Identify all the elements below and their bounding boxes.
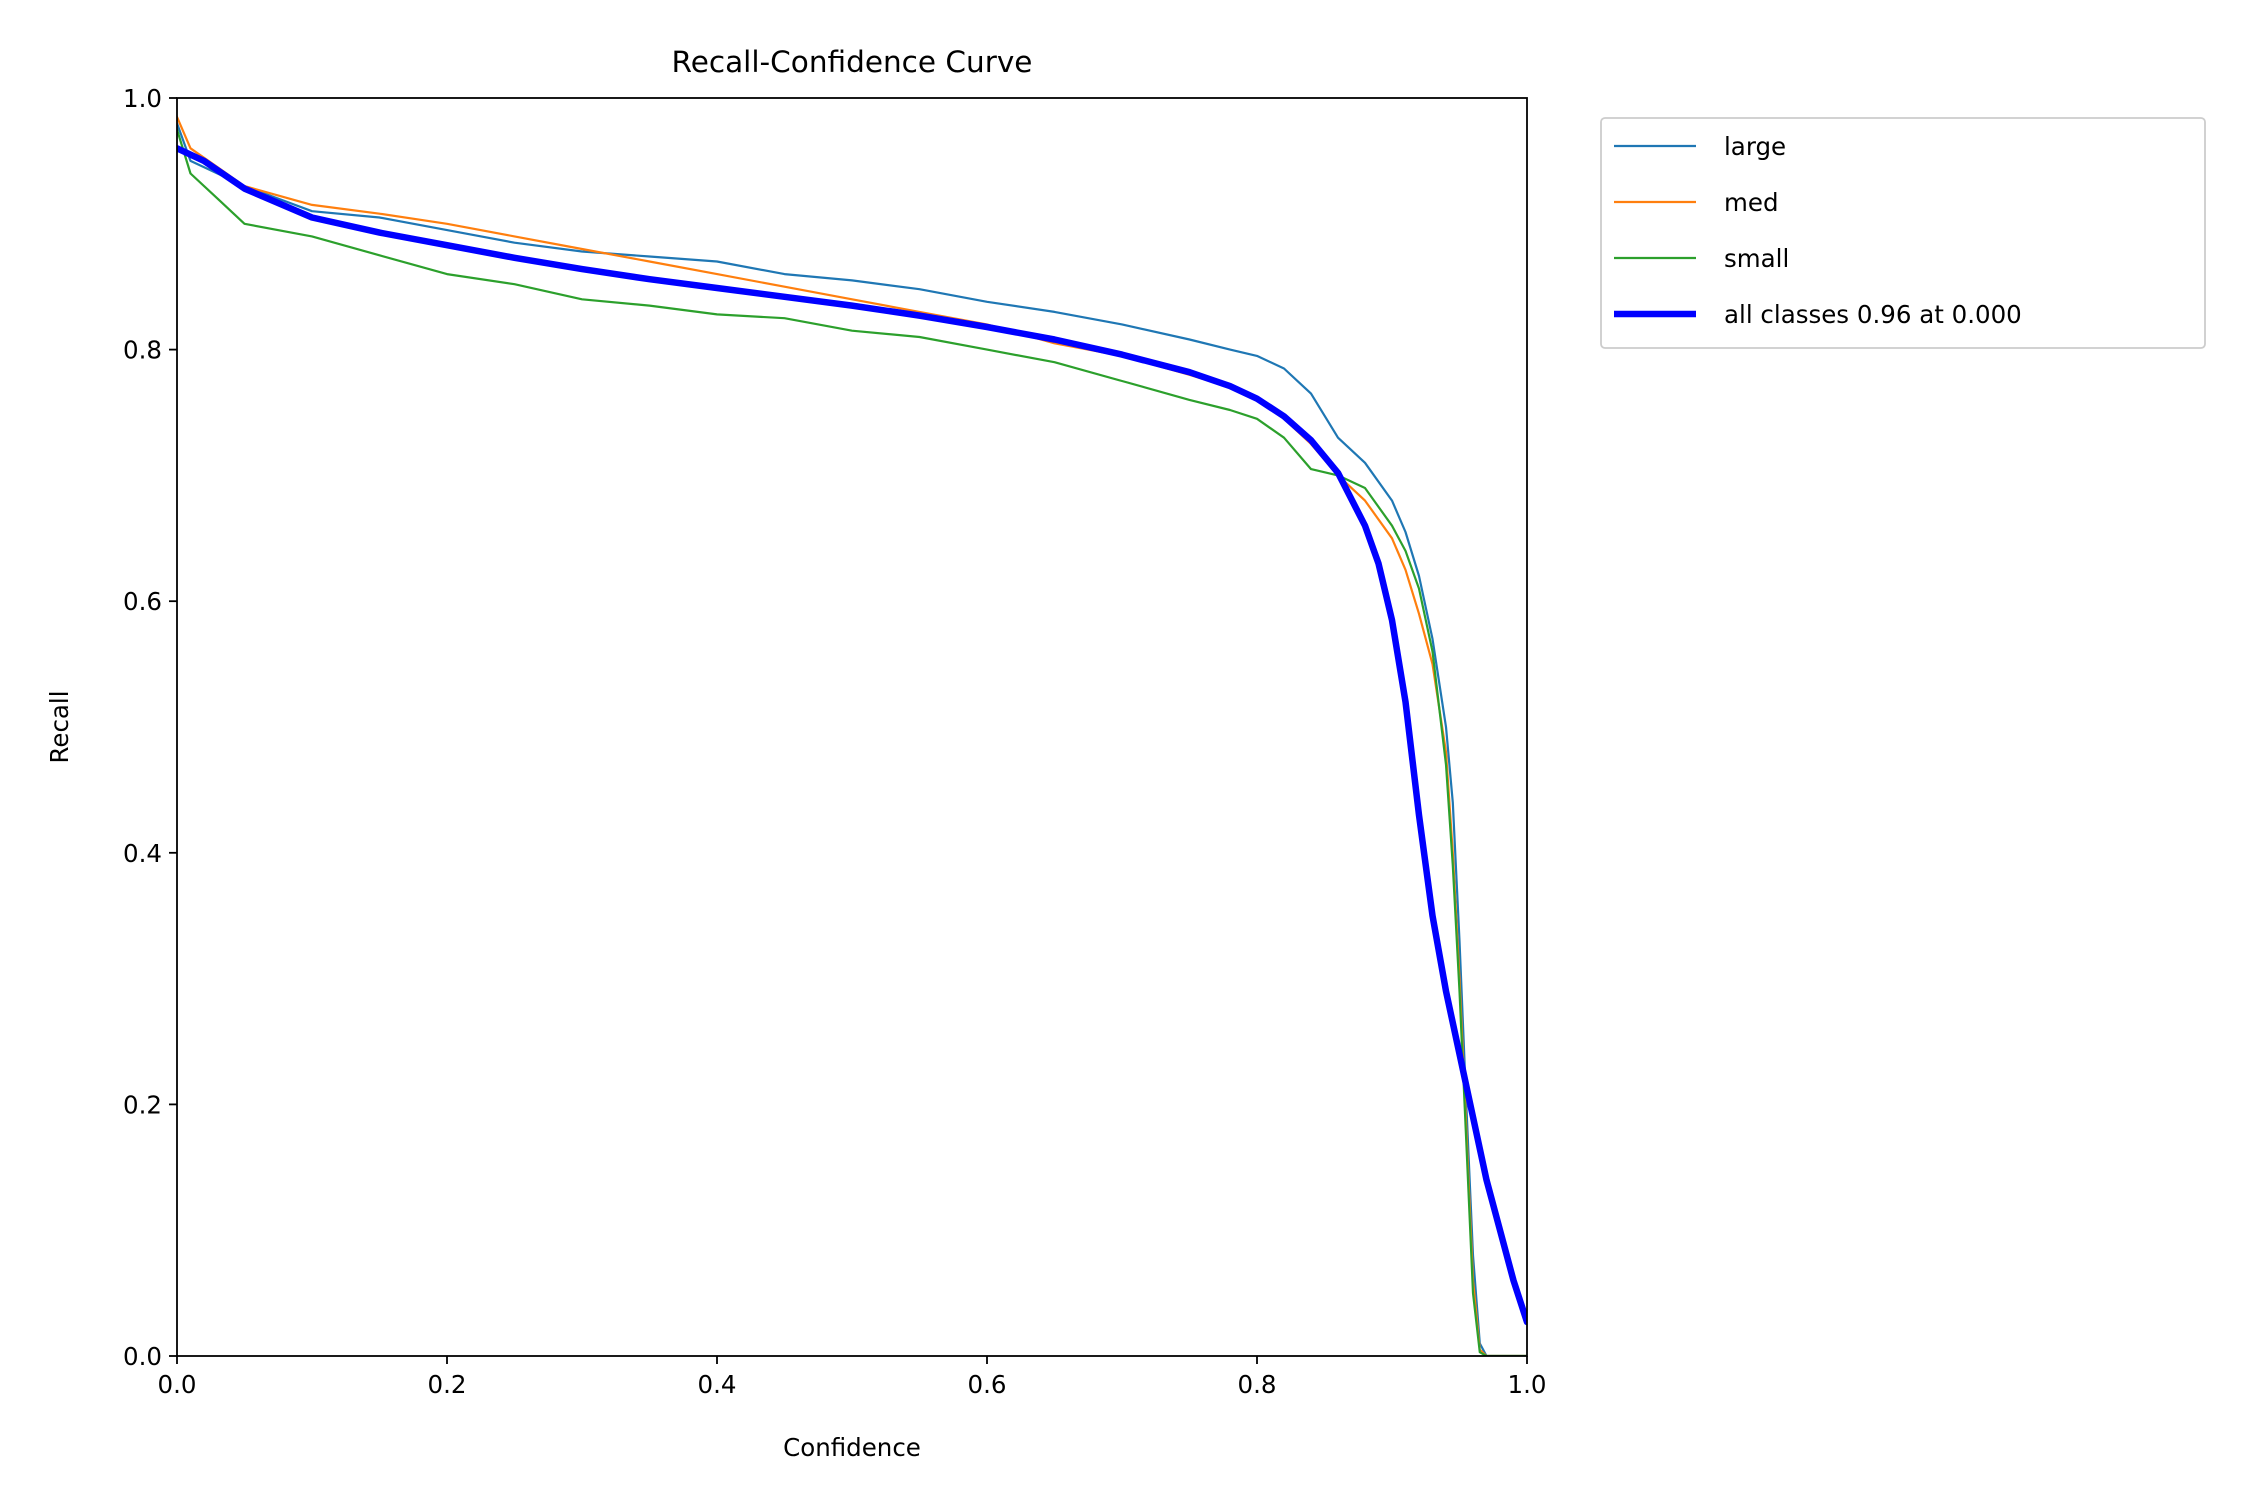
legend-label: large xyxy=(1724,132,1786,161)
series-line-all-classes xyxy=(177,145,1527,1326)
x-tick-label: 0.6 xyxy=(968,1370,1007,1399)
series-line-large xyxy=(177,122,1527,1356)
series-line-small xyxy=(177,128,1527,1356)
x-tick-label: 0.0 xyxy=(158,1370,197,1399)
y-tick-label: 0.2 xyxy=(123,1090,162,1119)
x-tick-label: 1.0 xyxy=(1508,1370,1547,1399)
y-axis: 0.0 0.2 0.4 0.6 0.8 1.0 xyxy=(123,84,177,1371)
x-tick-label: 0.2 xyxy=(428,1370,467,1399)
legend-label: med xyxy=(1724,188,1779,217)
y-tick-label: 0.6 xyxy=(123,587,162,616)
plot-frame xyxy=(176,97,1528,1357)
y-tick-label: 0.0 xyxy=(123,1342,162,1371)
legend-label: small xyxy=(1724,244,1789,273)
legend-box xyxy=(1600,117,2206,349)
legend-label: all classes 0.96 at 0.000 xyxy=(1724,300,2022,329)
x-tick-label: 0.4 xyxy=(698,1370,737,1399)
legend: large med small all classes 0.96 at 0.000 xyxy=(1600,117,2206,349)
y-axis-label: Recall xyxy=(45,690,74,763)
y-tick-label: 1.0 xyxy=(123,84,162,113)
chart-title: Recall-Confidence Curve xyxy=(672,45,1033,79)
y-tick-label: 0.4 xyxy=(123,839,162,868)
series-layer xyxy=(177,115,1527,1356)
x-tick-label: 0.8 xyxy=(1238,1370,1277,1399)
x-axis: 0.0 0.2 0.4 0.6 0.8 1.0 xyxy=(158,1356,1547,1399)
y-tick-label: 0.8 xyxy=(123,336,162,365)
x-axis-label: Confidence xyxy=(783,1433,921,1462)
